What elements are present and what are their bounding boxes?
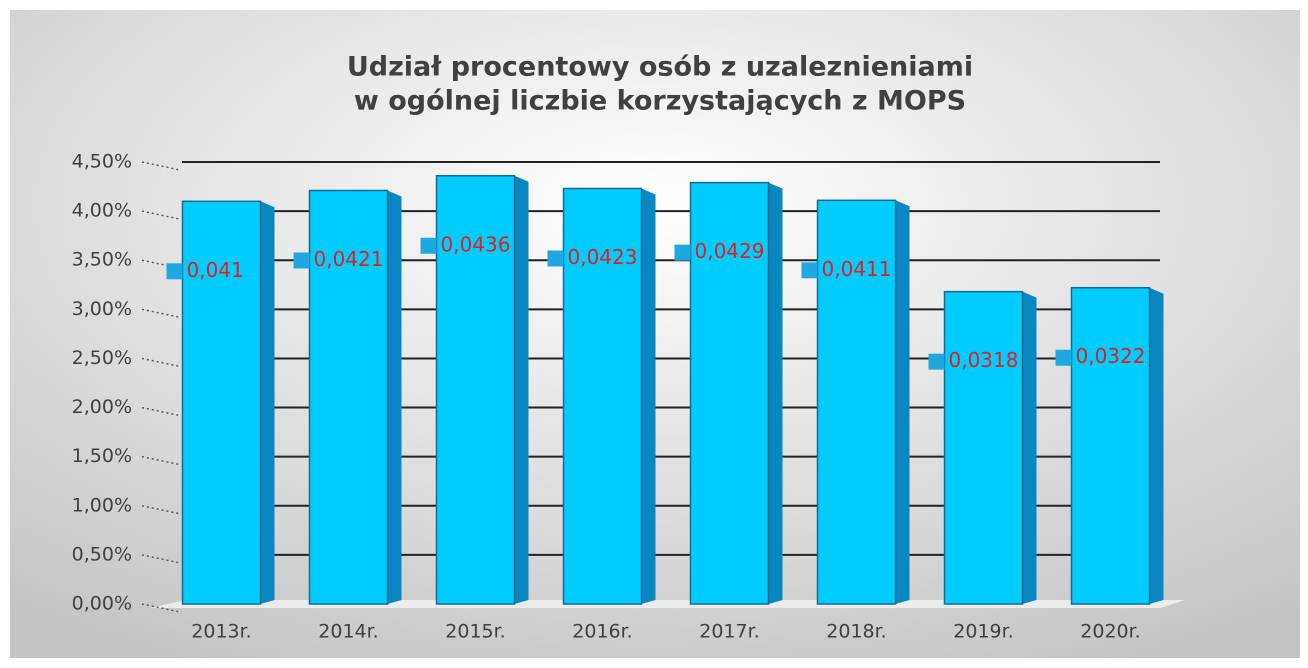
x-tick-label: 2019r.	[953, 621, 1013, 643]
y-tick-label: 2,50%	[72, 347, 132, 369]
y-tick-label: 4,50%	[72, 151, 132, 173]
label-key	[1055, 349, 1072, 366]
bar-side	[260, 201, 275, 605]
y-tick-label: 3,50%	[72, 249, 132, 271]
label-key	[420, 237, 437, 254]
label-key	[166, 263, 183, 280]
x-tick-label: 2020r.	[1080, 621, 1140, 643]
y-tick-label: 4,00%	[72, 200, 132, 222]
bar-side	[387, 190, 402, 605]
bar-side	[895, 200, 910, 604]
bar	[943, 290, 1024, 605]
tick-mark	[141, 603, 181, 613]
y-tick-label: 3,00%	[72, 298, 132, 320]
data-label: 0,0322	[1076, 344, 1146, 368]
y-tick-label: 2,00%	[72, 396, 132, 418]
bar	[816, 199, 897, 605]
label-key	[928, 353, 945, 370]
data-label: 0,0436	[441, 232, 511, 256]
label-key	[674, 244, 691, 261]
label-key	[547, 250, 564, 267]
x-tick-label: 2016r.	[572, 621, 632, 643]
tick-mark	[141, 161, 181, 171]
bar-side	[514, 175, 529, 605]
data-label: 0,0411	[822, 257, 892, 281]
label-key	[801, 262, 818, 279]
chart-title: w ogólnej liczbie korzystających z MOPS	[354, 86, 966, 117]
bar	[308, 189, 389, 605]
bar	[1070, 286, 1151, 605]
bar-side	[768, 182, 783, 605]
bar	[435, 175, 516, 605]
data-label: 0,0318	[949, 348, 1019, 372]
bar	[689, 181, 770, 605]
tick-mark	[141, 505, 181, 515]
data-label: 0,0429	[695, 239, 765, 263]
tick-mark	[141, 308, 181, 319]
x-tick-label: 2018r.	[826, 621, 886, 643]
bar	[181, 200, 262, 605]
tick-mark	[141, 210, 181, 220]
bar-side	[1022, 291, 1037, 604]
y-tick-label: 1,50%	[72, 445, 132, 467]
data-label: 0,0423	[568, 245, 638, 269]
tick-mark	[141, 554, 181, 564]
bar-side	[1149, 287, 1164, 604]
chart-title: Udział procentowy osób z uzaleznieniami	[347, 52, 973, 83]
y-tick-label: 1,00%	[72, 494, 132, 516]
tick-mark	[141, 357, 181, 368]
bar	[562, 187, 643, 605]
tick-mark	[141, 406, 181, 417]
x-tick-label: 2015r.	[445, 621, 505, 643]
y-tick-label: 0,50%	[72, 543, 132, 565]
y-tick-label: 0,00%	[72, 593, 132, 615]
label-key	[293, 252, 310, 269]
x-tick-label: 2013r.	[191, 621, 251, 643]
data-label: 0,0421	[314, 247, 384, 271]
bar-side	[641, 188, 656, 604]
x-tick-label: 2017r.	[699, 621, 759, 643]
tick-mark	[141, 455, 181, 466]
data-label: 0,041	[187, 258, 244, 282]
x-tick-label: 2014r.	[318, 621, 378, 643]
tick-mark	[141, 259, 181, 269]
floor	[150, 600, 1185, 608]
